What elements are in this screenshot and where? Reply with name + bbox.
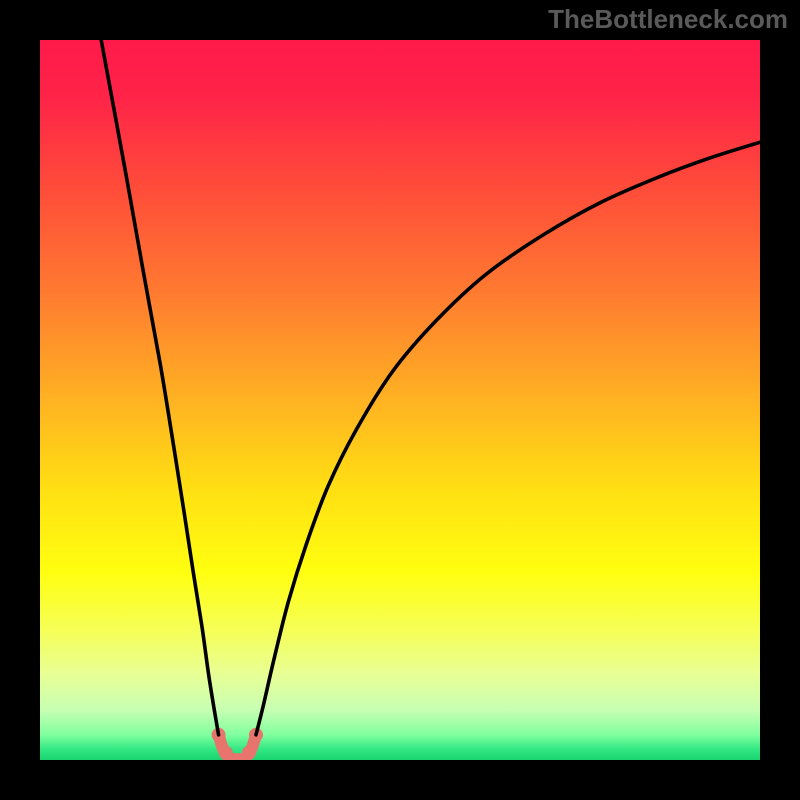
curves-svg	[40, 40, 760, 760]
dip-marker-dot	[242, 746, 256, 760]
left-curve	[101, 40, 218, 735]
watermark-text: TheBottleneck.com	[548, 4, 788, 35]
chart-frame: TheBottleneck.com	[0, 0, 800, 800]
dip-marker-dot	[219, 746, 233, 760]
plot-area	[40, 40, 760, 760]
right-curve	[256, 142, 760, 735]
